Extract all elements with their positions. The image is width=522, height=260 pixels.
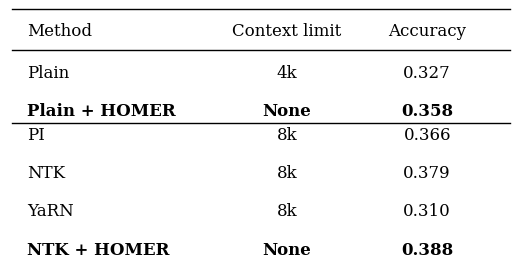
Text: Method: Method [27,23,92,40]
Text: Plain + HOMER: Plain + HOMER [27,103,176,120]
Text: Accuracy: Accuracy [388,23,466,40]
Text: Plain: Plain [27,65,69,82]
Text: 0.388: 0.388 [401,242,453,259]
Text: 0.379: 0.379 [404,165,451,182]
Text: 4k: 4k [277,65,297,82]
Text: NTK: NTK [27,165,65,182]
Text: 8k: 8k [277,127,297,144]
Text: 0.310: 0.310 [404,204,451,220]
Text: 0.366: 0.366 [404,127,451,144]
Text: 0.327: 0.327 [404,65,451,82]
Text: None: None [263,103,311,120]
Text: None: None [263,242,311,259]
Text: 0.358: 0.358 [401,103,453,120]
Text: 8k: 8k [277,204,297,220]
Text: NTK + HOMER: NTK + HOMER [27,242,170,259]
Text: Context limit: Context limit [232,23,341,40]
Text: YaRN: YaRN [27,204,74,220]
Text: 8k: 8k [277,165,297,182]
Text: PI: PI [27,127,45,144]
